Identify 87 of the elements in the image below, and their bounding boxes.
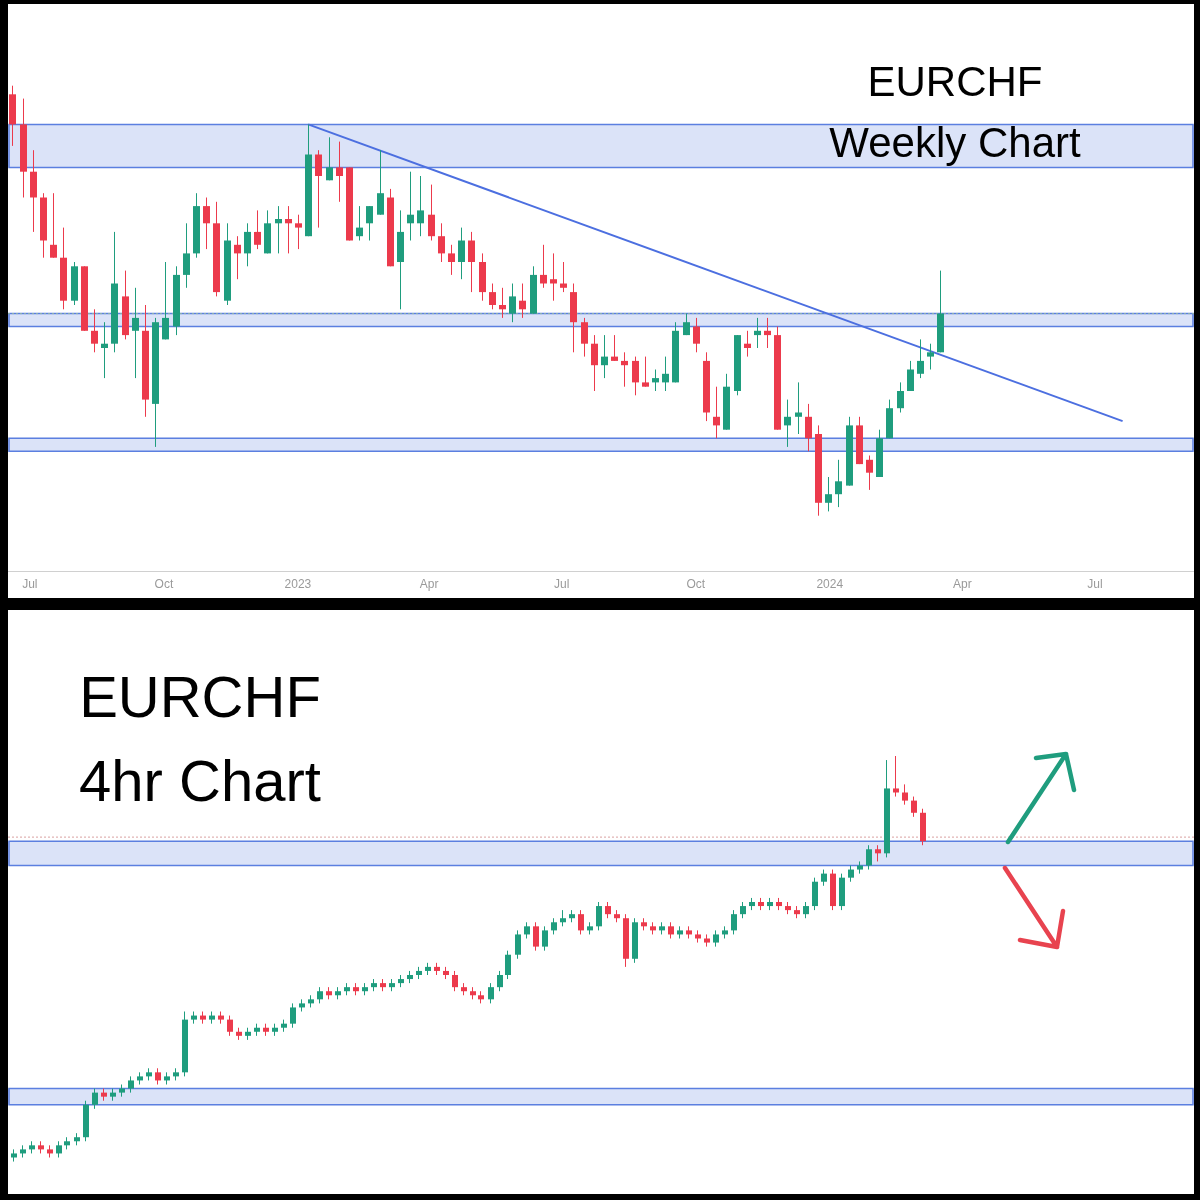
candlestick bbox=[92, 1088, 98, 1110]
candlestick bbox=[290, 1002, 296, 1029]
candlestick bbox=[91, 308, 98, 353]
candlestick bbox=[254, 209, 261, 250]
candlestick bbox=[438, 222, 445, 263]
x-tick-label: Jul bbox=[22, 577, 38, 592]
candlestick bbox=[132, 287, 139, 379]
candlestick bbox=[632, 356, 639, 396]
candlestick bbox=[326, 136, 333, 181]
candlestick bbox=[542, 925, 548, 952]
candlestick bbox=[560, 261, 567, 293]
candlestick bbox=[907, 360, 914, 392]
candlestick bbox=[591, 334, 598, 392]
x-tick-label: Jul bbox=[1087, 577, 1103, 592]
candlestick bbox=[693, 317, 700, 353]
candlestick bbox=[533, 921, 539, 952]
text: Weekly Chart bbox=[828, 117, 1082, 168]
candlestick bbox=[835, 459, 842, 508]
candlestick bbox=[315, 149, 322, 229]
candlestick bbox=[417, 175, 424, 237]
x-tick-label: Oct bbox=[154, 577, 174, 592]
candlestick bbox=[366, 205, 373, 241]
candlestick bbox=[448, 244, 455, 276]
candlestick bbox=[101, 321, 108, 379]
candlestick bbox=[897, 381, 904, 413]
candlestick bbox=[515, 929, 521, 960]
x-tick-label: Apr bbox=[419, 577, 439, 592]
chart-title: EURCHF bbox=[78, 663, 322, 731]
candlestick bbox=[611, 334, 618, 362]
candlestick bbox=[203, 197, 210, 250]
candlestick bbox=[581, 317, 588, 358]
candlestick bbox=[764, 317, 771, 349]
candlestick bbox=[902, 783, 908, 806]
candlestick bbox=[519, 283, 526, 319]
candlestick bbox=[458, 227, 465, 280]
x-tick-label: Oct bbox=[686, 577, 706, 592]
candlestick bbox=[927, 343, 934, 370]
candlestick bbox=[356, 205, 363, 241]
candlestick bbox=[407, 171, 414, 241]
candlestick bbox=[244, 222, 251, 267]
candlestick bbox=[795, 381, 802, 435]
x-tick-label: Apr bbox=[952, 577, 972, 592]
candlestick bbox=[744, 330, 751, 358]
candlestick bbox=[295, 214, 302, 250]
candlestick bbox=[866, 455, 873, 491]
candlestick bbox=[428, 184, 435, 241]
chart-subtitle: 4hr Chart bbox=[78, 747, 322, 816]
candlestick bbox=[652, 369, 659, 392]
candlestick bbox=[866, 844, 872, 871]
candlestick bbox=[754, 317, 761, 349]
candlestick bbox=[488, 982, 494, 1004]
x-tick-label: Jul bbox=[553, 577, 570, 592]
chart-title: EURCHF bbox=[866, 57, 1044, 107]
candlestick bbox=[183, 222, 190, 289]
candlestick bbox=[336, 141, 343, 203]
x-tick-label: 2024 bbox=[816, 577, 844, 592]
candlestick bbox=[662, 356, 669, 392]
candlestick bbox=[377, 149, 384, 216]
candlestick bbox=[468, 231, 475, 293]
candlestick bbox=[893, 755, 899, 798]
x-tick-label: 2023 bbox=[284, 577, 312, 592]
candlestick bbox=[578, 909, 584, 935]
candlestick bbox=[550, 252, 557, 302]
candlestick bbox=[509, 283, 516, 323]
candlestick bbox=[911, 796, 917, 818]
candlestick bbox=[917, 338, 924, 379]
candlestick bbox=[489, 283, 496, 310]
candlestick bbox=[285, 205, 292, 254]
candlestick bbox=[452, 970, 458, 992]
candlestick bbox=[731, 909, 737, 935]
candlestick bbox=[234, 235, 241, 280]
candlestick bbox=[805, 403, 812, 452]
candlestick bbox=[540, 244, 547, 289]
candlestick bbox=[621, 351, 628, 388]
candlestick bbox=[601, 334, 608, 379]
candlestick bbox=[497, 970, 503, 992]
candlestick bbox=[505, 950, 511, 980]
candlestick bbox=[596, 901, 602, 931]
candlestick bbox=[713, 386, 720, 439]
candlestick bbox=[275, 205, 282, 254]
candlestick bbox=[499, 287, 506, 319]
candlestick bbox=[825, 476, 832, 512]
candlestick bbox=[50, 192, 57, 259]
candlestick bbox=[162, 261, 169, 340]
candlestick bbox=[227, 1015, 233, 1037]
candlestick bbox=[642, 356, 649, 388]
candlestick bbox=[784, 399, 791, 448]
